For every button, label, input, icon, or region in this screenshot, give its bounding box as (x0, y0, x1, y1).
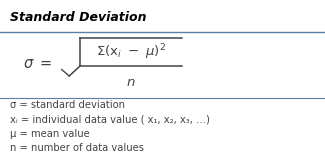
Text: $\Sigma(\mathrm{x}_i\ -\ \mu)^2$: $\Sigma(\mathrm{x}_i\ -\ \mu)^2$ (96, 42, 166, 62)
Text: μ = mean value: μ = mean value (10, 129, 89, 139)
Text: Standard Deviation: Standard Deviation (10, 11, 146, 24)
Text: xᵢ = individual data value ( x₁, x₂, x₃, …): xᵢ = individual data value ( x₁, x₂, x₃,… (10, 114, 210, 124)
Text: σ = standard deviation: σ = standard deviation (10, 100, 125, 110)
Text: $\sigma\ =$: $\sigma\ =$ (23, 56, 52, 72)
Text: $n$: $n$ (126, 76, 136, 89)
Text: n = number of data values: n = number of data values (10, 143, 144, 153)
